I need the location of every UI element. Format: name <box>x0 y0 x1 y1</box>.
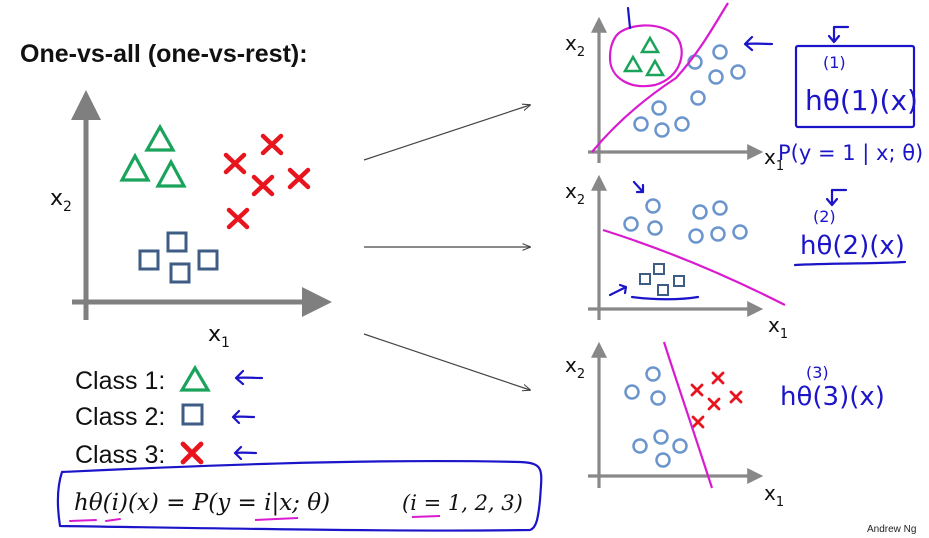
h2-superscript: (2) <box>813 207 836 226</box>
hypothesis-formula: hθ(i)(x) = P(y = i|x; θ) <box>74 490 330 516</box>
h3-superscript: (3) <box>806 363 829 382</box>
svg-text:x2: x2 <box>565 353 585 382</box>
class-index-range: (i = 1, 2, 3) <box>402 491 523 515</box>
class-1-label: Class 1: <box>75 367 166 395</box>
probability-note: P(y = 1 | x; θ) <box>778 141 923 166</box>
hypothesis-2-note: hθ(2)(x) <box>800 231 905 261</box>
main-y-axis-label: x2 <box>50 186 72 215</box>
main-class1-points <box>119 123 187 188</box>
main-class3-points <box>223 133 311 230</box>
svg-text:x2: x2 <box>565 179 585 208</box>
h1-superscript: (1) <box>823 53 846 72</box>
classifier-3-plot: x2 x1 <box>565 341 784 510</box>
main-plot: x2 x1 <box>50 90 332 351</box>
class-1-legend: Class 1: <box>75 364 212 396</box>
handwritten-annotations: (1) hθ(1)(x) P(y = 1 | x; θ) (2) hθ(2)(x… <box>56 6 923 532</box>
square-icon <box>181 403 204 426</box>
class-3-label: Class 3: <box>75 441 166 469</box>
triangle-icon <box>179 364 212 392</box>
class-3-legend: Class 3: <box>75 440 208 470</box>
svg-text:x2: x2 <box>565 31 585 60</box>
main-x-axis-label: x1 <box>208 322 230 351</box>
classifier-1-plot: x2 x1 <box>565 2 784 174</box>
classifier-2-plot: x2 x1 <box>565 174 788 342</box>
class-2-legend: Class 2: <box>75 402 208 432</box>
svg-text:x1: x1 <box>764 481 784 510</box>
author-credit: Andrew Ng <box>867 524 917 535</box>
main-class2-points <box>138 231 219 284</box>
cross-icon <box>180 441 204 465</box>
class-2-label: Class 2: <box>75 403 166 431</box>
slide-title: One-vs-all (one-vs-rest): <box>20 40 308 68</box>
hypothesis-1-note: hθ(1)(x) <box>805 84 918 117</box>
connector-arrows <box>363 105 530 390</box>
hypothesis-3-note: hθ(3)(x) <box>780 382 885 412</box>
svg-text:x1: x1 <box>768 313 788 342</box>
